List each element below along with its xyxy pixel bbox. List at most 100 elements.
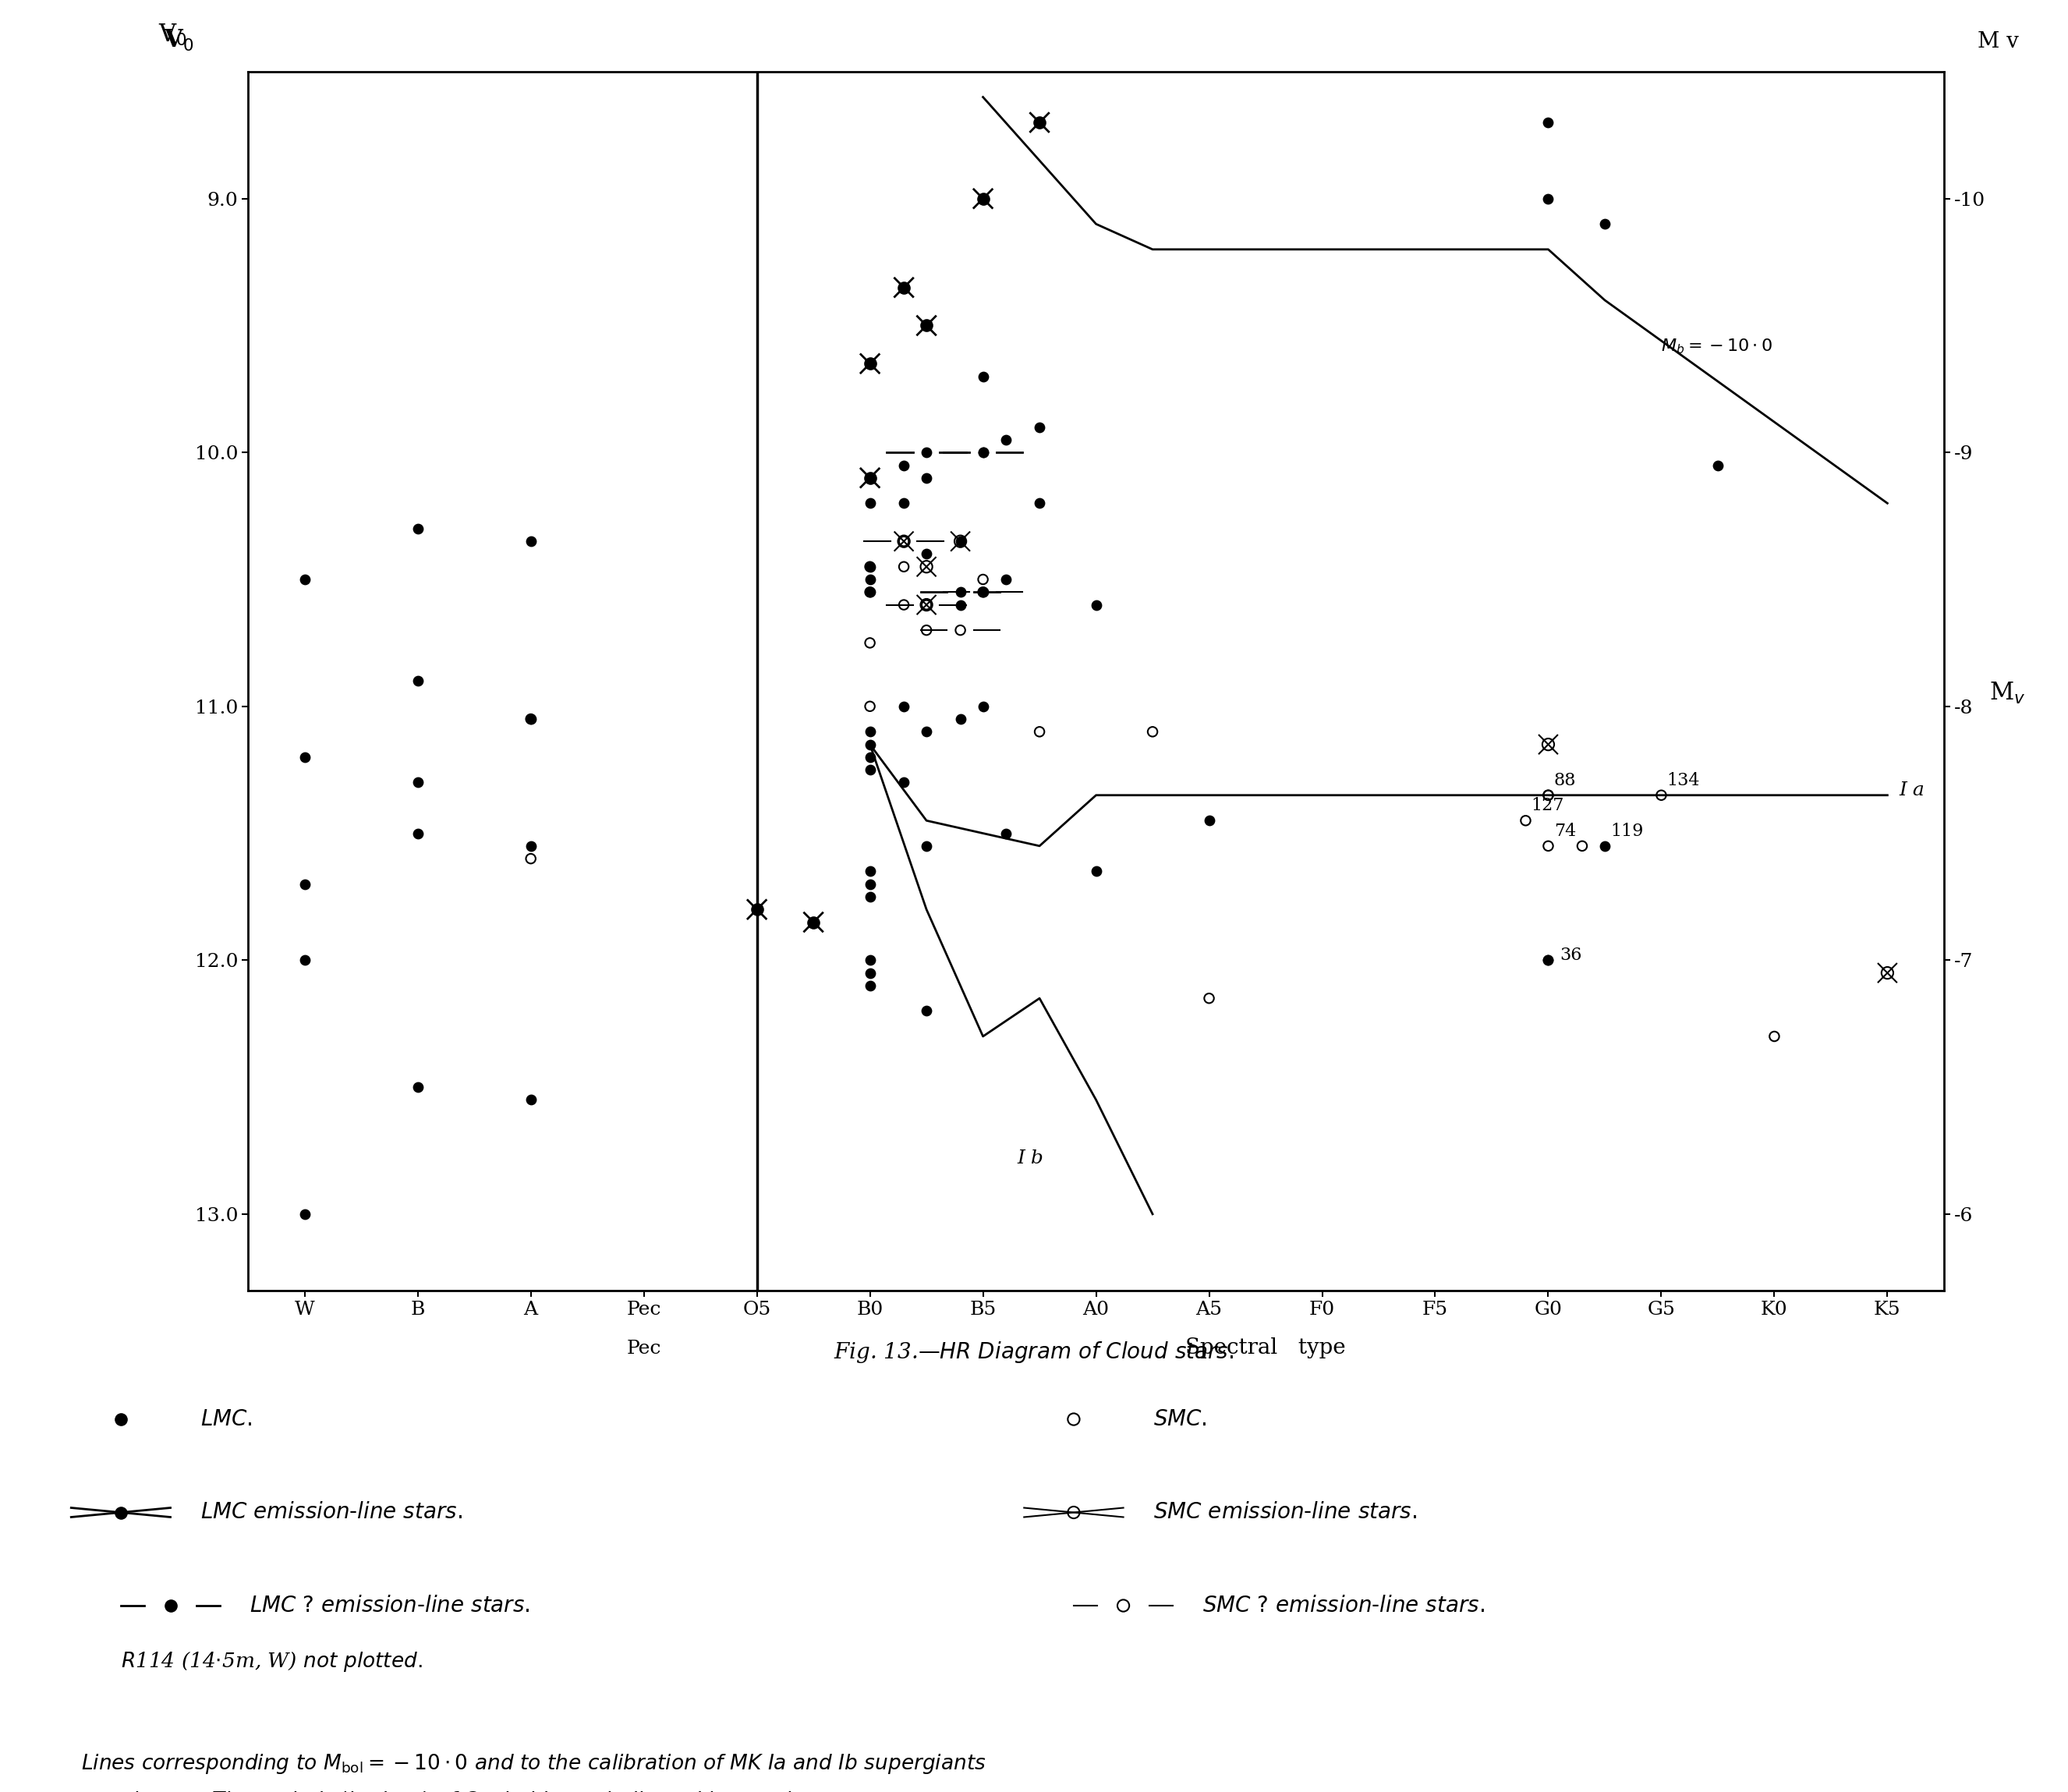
Text: $are\ shown.\ \ The\ periods\ (in\ days)\ of\ Cepheids\ are\ indicated\ by\ numb: $are\ shown.\ \ The\ periods\ (in\ days)… xyxy=(81,1790,835,1792)
Point xyxy=(887,527,920,556)
Point xyxy=(854,756,887,785)
Point xyxy=(989,819,1022,848)
Point xyxy=(1532,185,1565,213)
Point xyxy=(966,437,999,466)
Point xyxy=(854,869,887,898)
Point xyxy=(1588,210,1621,238)
Text: 134: 134 xyxy=(1667,772,1700,788)
Point xyxy=(740,894,773,923)
Point xyxy=(910,312,943,340)
Text: $R$114 (14$\cdot$5m, W) $not\ plotted.$: $R$114 (14$\cdot$5m, W) $not\ plotted.$ xyxy=(120,1650,422,1674)
Point xyxy=(966,692,999,720)
Point xyxy=(854,729,887,758)
Point xyxy=(515,1086,548,1115)
Point xyxy=(287,1199,321,1228)
Point xyxy=(1565,831,1599,860)
Point xyxy=(910,539,943,568)
Point xyxy=(854,577,887,606)
Point xyxy=(910,552,943,581)
Point xyxy=(989,564,1022,593)
Point xyxy=(854,349,887,378)
Point xyxy=(1758,1021,1791,1050)
Text: V$_0$: V$_0$ xyxy=(163,29,192,52)
Text: I a: I a xyxy=(1898,781,1923,799)
Text: $SMC.$: $SMC.$ xyxy=(1154,1409,1208,1430)
Point xyxy=(1532,781,1565,810)
Text: $Lines\ corresponding\ to\ M_{\rm bol}= -10 \cdot 0\ and\ to\ the\ calibration\ : $Lines\ corresponding\ to\ M_{\rm bol}= … xyxy=(81,1753,986,1776)
Y-axis label: M$_v$: M$_v$ xyxy=(1989,681,2025,706)
Text: 36: 36 xyxy=(1559,946,1582,964)
Point xyxy=(854,717,887,745)
Point xyxy=(515,527,548,556)
Point xyxy=(943,616,976,645)
Point xyxy=(1532,946,1565,975)
Point xyxy=(401,667,434,695)
Point xyxy=(854,552,887,581)
Point xyxy=(943,527,976,556)
Point xyxy=(854,692,887,720)
Point xyxy=(1079,857,1113,885)
Text: $LMC\ ?\ emission\text{-}line\ stars.$: $LMC\ ?\ emission\text{-}line\ stars.$ xyxy=(250,1595,529,1616)
Point xyxy=(1702,452,1735,480)
Point xyxy=(1024,108,1057,136)
Point xyxy=(887,272,920,301)
Point xyxy=(401,769,434,797)
Point xyxy=(1024,717,1057,745)
Text: $M_b= -10 \cdot 0$: $M_b= -10 \cdot 0$ xyxy=(1661,337,1772,355)
Text: $LMC\ emission\text{-}line\ stars.$: $LMC\ emission\text{-}line\ stars.$ xyxy=(201,1502,461,1523)
Point xyxy=(910,437,943,466)
Point xyxy=(887,489,920,518)
Point xyxy=(1644,781,1677,810)
Point xyxy=(854,552,887,581)
Point xyxy=(287,946,321,975)
Point xyxy=(1024,412,1057,441)
Point xyxy=(796,909,829,937)
Point xyxy=(1079,590,1113,618)
Text: M v: M v xyxy=(1977,30,2018,52)
Point xyxy=(887,590,920,618)
Point xyxy=(1193,984,1226,1012)
Point xyxy=(1872,959,1905,987)
Point xyxy=(401,819,434,848)
Point xyxy=(515,831,548,860)
Point xyxy=(966,577,999,606)
Text: Fig. 13.—$HR\ Diagram\ of\ Cloud\ stars.$: Fig. 13.—$HR\ Diagram\ of\ Cloud\ stars.… xyxy=(833,1340,1235,1366)
Point xyxy=(1532,781,1565,810)
Point xyxy=(1193,806,1226,835)
Point xyxy=(1532,946,1565,975)
Text: $LMC.$: $LMC.$ xyxy=(201,1409,252,1430)
Text: Spectral   type: Spectral type xyxy=(1185,1337,1346,1358)
Point xyxy=(887,527,920,556)
Text: 88: 88 xyxy=(1553,772,1576,788)
Text: 74: 74 xyxy=(1553,823,1576,840)
Point xyxy=(910,590,943,618)
Point xyxy=(1510,806,1543,835)
Point xyxy=(910,616,943,645)
Point xyxy=(854,577,887,606)
Point xyxy=(887,692,920,720)
Point xyxy=(966,437,999,466)
Point xyxy=(943,527,976,556)
Point xyxy=(943,577,976,606)
Point xyxy=(287,742,321,771)
Point xyxy=(910,464,943,493)
Text: $SMC\ emission\text{-}line\ stars.$: $SMC\ emission\text{-}line\ stars.$ xyxy=(1154,1502,1417,1523)
Point xyxy=(910,996,943,1025)
Point xyxy=(1588,831,1621,860)
Point xyxy=(943,590,976,618)
Text: $SMC\ ?\ emission\text{-}line\ stars.$: $SMC\ ?\ emission\text{-}line\ stars.$ xyxy=(1204,1595,1485,1616)
Point xyxy=(966,577,999,606)
Point xyxy=(515,704,548,733)
Point xyxy=(854,959,887,987)
Y-axis label: V$_0$: V$_0$ xyxy=(159,22,188,47)
Point xyxy=(854,971,887,1000)
Point xyxy=(887,452,920,480)
Point xyxy=(854,489,887,518)
Point xyxy=(401,514,434,543)
Point xyxy=(966,564,999,593)
Point xyxy=(1532,729,1565,758)
Point xyxy=(910,717,943,745)
Point xyxy=(854,742,887,771)
Point xyxy=(854,564,887,593)
Point xyxy=(515,704,548,733)
